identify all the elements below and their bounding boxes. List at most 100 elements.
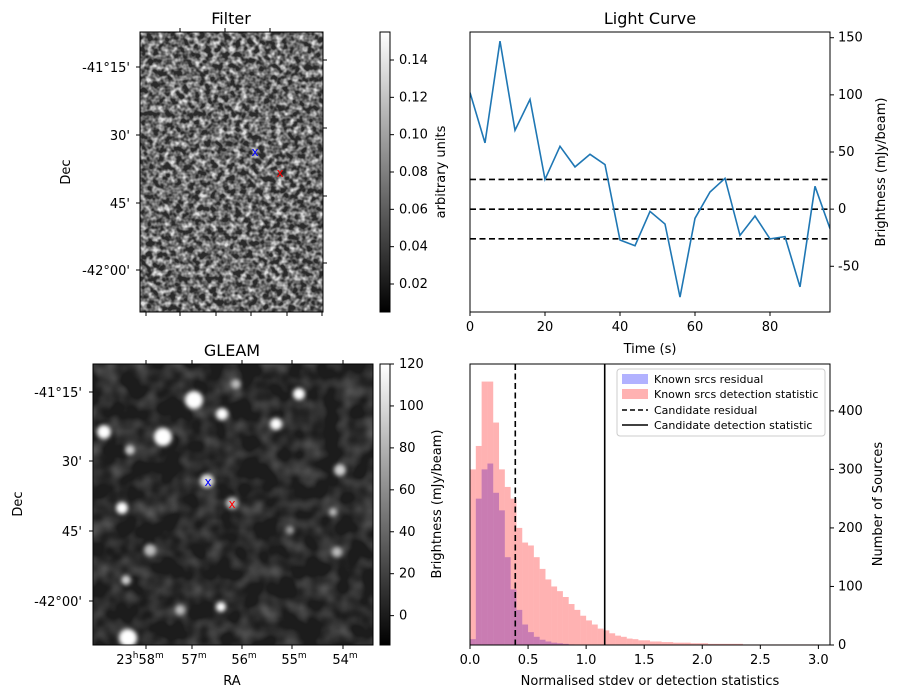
gleam-image [93,364,373,645]
colorbar-tick-label: 0 [399,609,407,624]
residual-bar [533,636,540,645]
detection-bar [632,639,639,645]
detection-bar [516,527,523,645]
filter-image [140,32,323,312]
detection-bar [725,643,732,645]
colorbar-tick-label: 80 [399,441,416,456]
x-tick-label: 0 [466,320,474,335]
y-tick-label: 0 [838,638,846,653]
filter-ylabel: Dec [59,159,74,184]
colorbar-tick-label: 60 [399,483,416,498]
detection-bar [574,609,581,645]
colorbar-tick-label: 0.10 [399,128,428,143]
residual-bar [504,557,511,645]
legend-label: Known srcs detection statistic [654,388,818,401]
detection-bar [731,643,738,645]
ra-tick: 55m [281,651,306,668]
light-curve-line [470,40,830,298]
candidate-marker-blue: x [251,145,258,159]
candidate-marker-red: x [276,166,283,180]
detection-bar [609,633,616,645]
x-tick-label: 1.0 [576,653,597,668]
light-curve-ylabel: Brightness (mJy/beam) [874,98,889,247]
colorbar-tick-label: 20 [399,567,416,582]
x-tick-label: 0.5 [518,653,539,668]
detection-bar [551,586,558,645]
filter-title: Filter [211,9,251,28]
residual-bar [510,589,517,645]
detection-bar [708,643,714,645]
light-curve-title: Light Curve [604,9,696,28]
residual-bar [475,498,482,645]
detection-bar [667,642,674,645]
detection-bar [673,642,680,645]
detection-bar [493,422,500,645]
gleam-ra-axis: 23h58m 57m 56m 55m 54m RA [116,651,357,689]
detection-bar [603,630,610,645]
x-tick-label: 40 [612,320,629,335]
x-tick-label: 1.5 [634,653,655,668]
detection-bar [679,642,685,645]
detection-bar [620,636,627,645]
candidate-marker-red: x [228,497,235,511]
colorbar-tick-label: 100 [399,399,424,414]
residual-bar [539,639,546,645]
gleam-title: GLEAM [204,341,260,360]
candidate-marker-blue: x [204,475,211,489]
x-tick-label: 3.0 [808,653,829,668]
residual-bar [470,639,476,645]
detection-bar [533,557,540,645]
filter-ticks [136,28,327,316]
y-tick-label: 200 [838,521,863,536]
colorbar-tick-label: 0.02 [399,277,428,292]
detection-bar [475,445,482,645]
ra-tick: 23h58m [116,651,164,668]
detection-bar [557,591,563,645]
detection-bar [504,486,511,645]
y-tick-label: 100 [838,579,863,594]
detection-bar [539,568,546,645]
detection-bar [580,615,587,645]
residual-bar [499,510,505,645]
colorbar-tick-label: 40 [399,525,416,540]
detection-bar [545,579,552,645]
detection-bar [626,638,633,645]
residual-bar [493,492,500,645]
gleam-ticks [89,360,344,649]
y-tick-label: 300 [838,462,863,477]
x-tick-label: 2.0 [692,653,713,668]
dec-tick: 30' [62,455,82,470]
filter-colorbar: 0.14 0.12 0.10 0.08 0.06 0.04 0.02 arbitrary u… [379,31,449,313]
detection-bar [522,542,529,645]
detection-bar [586,620,592,645]
light-curve-xlabel: Time (s) [623,342,677,357]
detection-bar [481,381,488,645]
dec-tick: -41°15' [82,61,130,76]
y-tick-label: -50 [838,259,859,274]
dec-tick: -42°00' [82,264,130,279]
y-tick-label: 0 [838,202,846,217]
detection-bar [719,643,726,645]
filter-source-markers: x x [251,145,283,180]
histogram-frame [469,363,831,646]
residual-bar [562,643,569,645]
y-tick-label: 400 [838,404,863,419]
detection-bar [696,643,703,645]
detection-bar [650,641,656,645]
colorbar-tick-label: 0.06 [399,202,428,217]
detection-bar [562,596,569,645]
legend-label: Candidate residual [654,404,757,417]
colorbar-tick-label: 0.12 [399,90,428,105]
legend-swatch-residual [622,374,648,384]
detection-bar [661,642,668,645]
legend-swatch-detection [622,389,648,399]
gleam-colorbar-label: Brightness (mJy/beam) [430,430,445,579]
dec-tick: -42°00' [34,595,82,610]
detection-bar [644,640,650,645]
detection-bar [702,643,709,645]
histogram-ylabel: Number of Sources [871,442,886,567]
x-tick-label: 20 [537,320,554,335]
detection-bar [615,635,621,645]
gleam-source-markers: x x [204,475,235,511]
dec-tick: 45' [110,197,130,212]
